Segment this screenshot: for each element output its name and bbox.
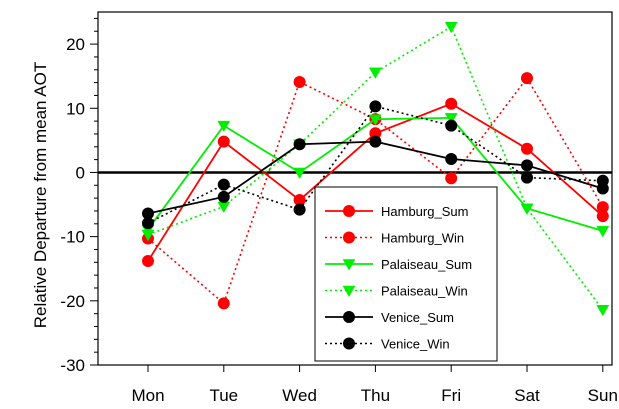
- legend-label: Venice_Sum: [381, 310, 454, 325]
- x-tick-label: Mon: [131, 386, 164, 405]
- legend-item: Palaiseau_Sum: [325, 257, 472, 272]
- data-point: [520, 203, 534, 215]
- data-point: [369, 135, 382, 148]
- data-point: [521, 159, 533, 172]
- data-point: [521, 72, 533, 85]
- legend-box: [314, 186, 498, 362]
- legend-item: Hamburg_Sum: [325, 204, 468, 219]
- data-point: [521, 171, 533, 184]
- legend-label: Venice_Win: [381, 337, 450, 352]
- data-point: [521, 142, 533, 155]
- x-tick-label: Wed: [282, 386, 317, 405]
- data-point: [369, 127, 382, 140]
- x-tick-label: Sun: [588, 386, 618, 405]
- data-point: [141, 229, 155, 242]
- x-tick-label: Tue: [209, 386, 238, 405]
- x-tick-label: Thu: [361, 386, 390, 405]
- x-tick-label: Fri: [441, 386, 461, 405]
- y-tick-label: 10: [66, 99, 85, 118]
- legend-item: Palaiseau_Win: [325, 284, 468, 299]
- data-point: [596, 305, 610, 317]
- legend-item: Venice_Win: [325, 337, 450, 352]
- y-tick-label: 20: [66, 35, 85, 54]
- legend-item: Venice_Sum: [325, 310, 454, 325]
- series-layer: [141, 22, 610, 317]
- legend-marker: [343, 311, 355, 323]
- data-point: [596, 174, 609, 187]
- x-tick-label: Sat: [514, 386, 540, 405]
- y-tick-label: -30: [60, 356, 85, 375]
- legend-label: Palaiseau_Sum: [381, 257, 472, 272]
- data-point: [596, 201, 609, 214]
- data-point: [217, 178, 230, 191]
- y-tick-label: -10: [60, 228, 85, 247]
- plot-frame: [97, 11, 613, 366]
- data-point: [217, 135, 230, 148]
- data-point: [293, 75, 306, 88]
- legend-marker: [343, 337, 355, 350]
- y-tick-label: 0: [76, 163, 85, 182]
- data-point: [445, 119, 458, 132]
- data-point: [445, 152, 458, 165]
- data-point: [142, 217, 154, 230]
- data-point: [368, 114, 382, 126]
- legend-item: Hamburg_Win: [325, 231, 464, 246]
- y-axis-label: Relative Departure from mean AOT: [31, 62, 50, 328]
- data-point: [293, 167, 307, 179]
- data-point: [293, 203, 306, 216]
- legend-marker: [343, 205, 355, 217]
- series-venice-win: [142, 100, 609, 230]
- data-point: [217, 297, 230, 310]
- data-point: [369, 100, 382, 113]
- data-point: [445, 97, 458, 110]
- data-point: [142, 207, 154, 220]
- y-tick-label: -20: [60, 292, 85, 311]
- data-point: [444, 113, 458, 125]
- legend-label: Palaiseau_Win: [381, 284, 468, 299]
- series-hamburg-sum: [142, 97, 609, 268]
- data-point: [596, 210, 609, 223]
- legend: Hamburg_Sum Hamburg_Win Palaiseau_Sum Palai…: [314, 186, 498, 362]
- legend-label: Hamburg_Win: [381, 231, 464, 246]
- data-point: [444, 22, 458, 34]
- data-point: [217, 190, 230, 203]
- data-point: [142, 255, 154, 268]
- data-point: [217, 120, 231, 133]
- data-point: [293, 138, 306, 151]
- legend-label: Hamburg_Sum: [381, 204, 468, 219]
- data-point: [293, 194, 306, 207]
- legend-marker: [342, 285, 356, 298]
- data-point: [445, 172, 458, 185]
- data-point: [368, 67, 382, 79]
- data-point: [596, 226, 610, 238]
- legend-marker: [343, 231, 355, 244]
- legend-marker: [342, 259, 356, 271]
